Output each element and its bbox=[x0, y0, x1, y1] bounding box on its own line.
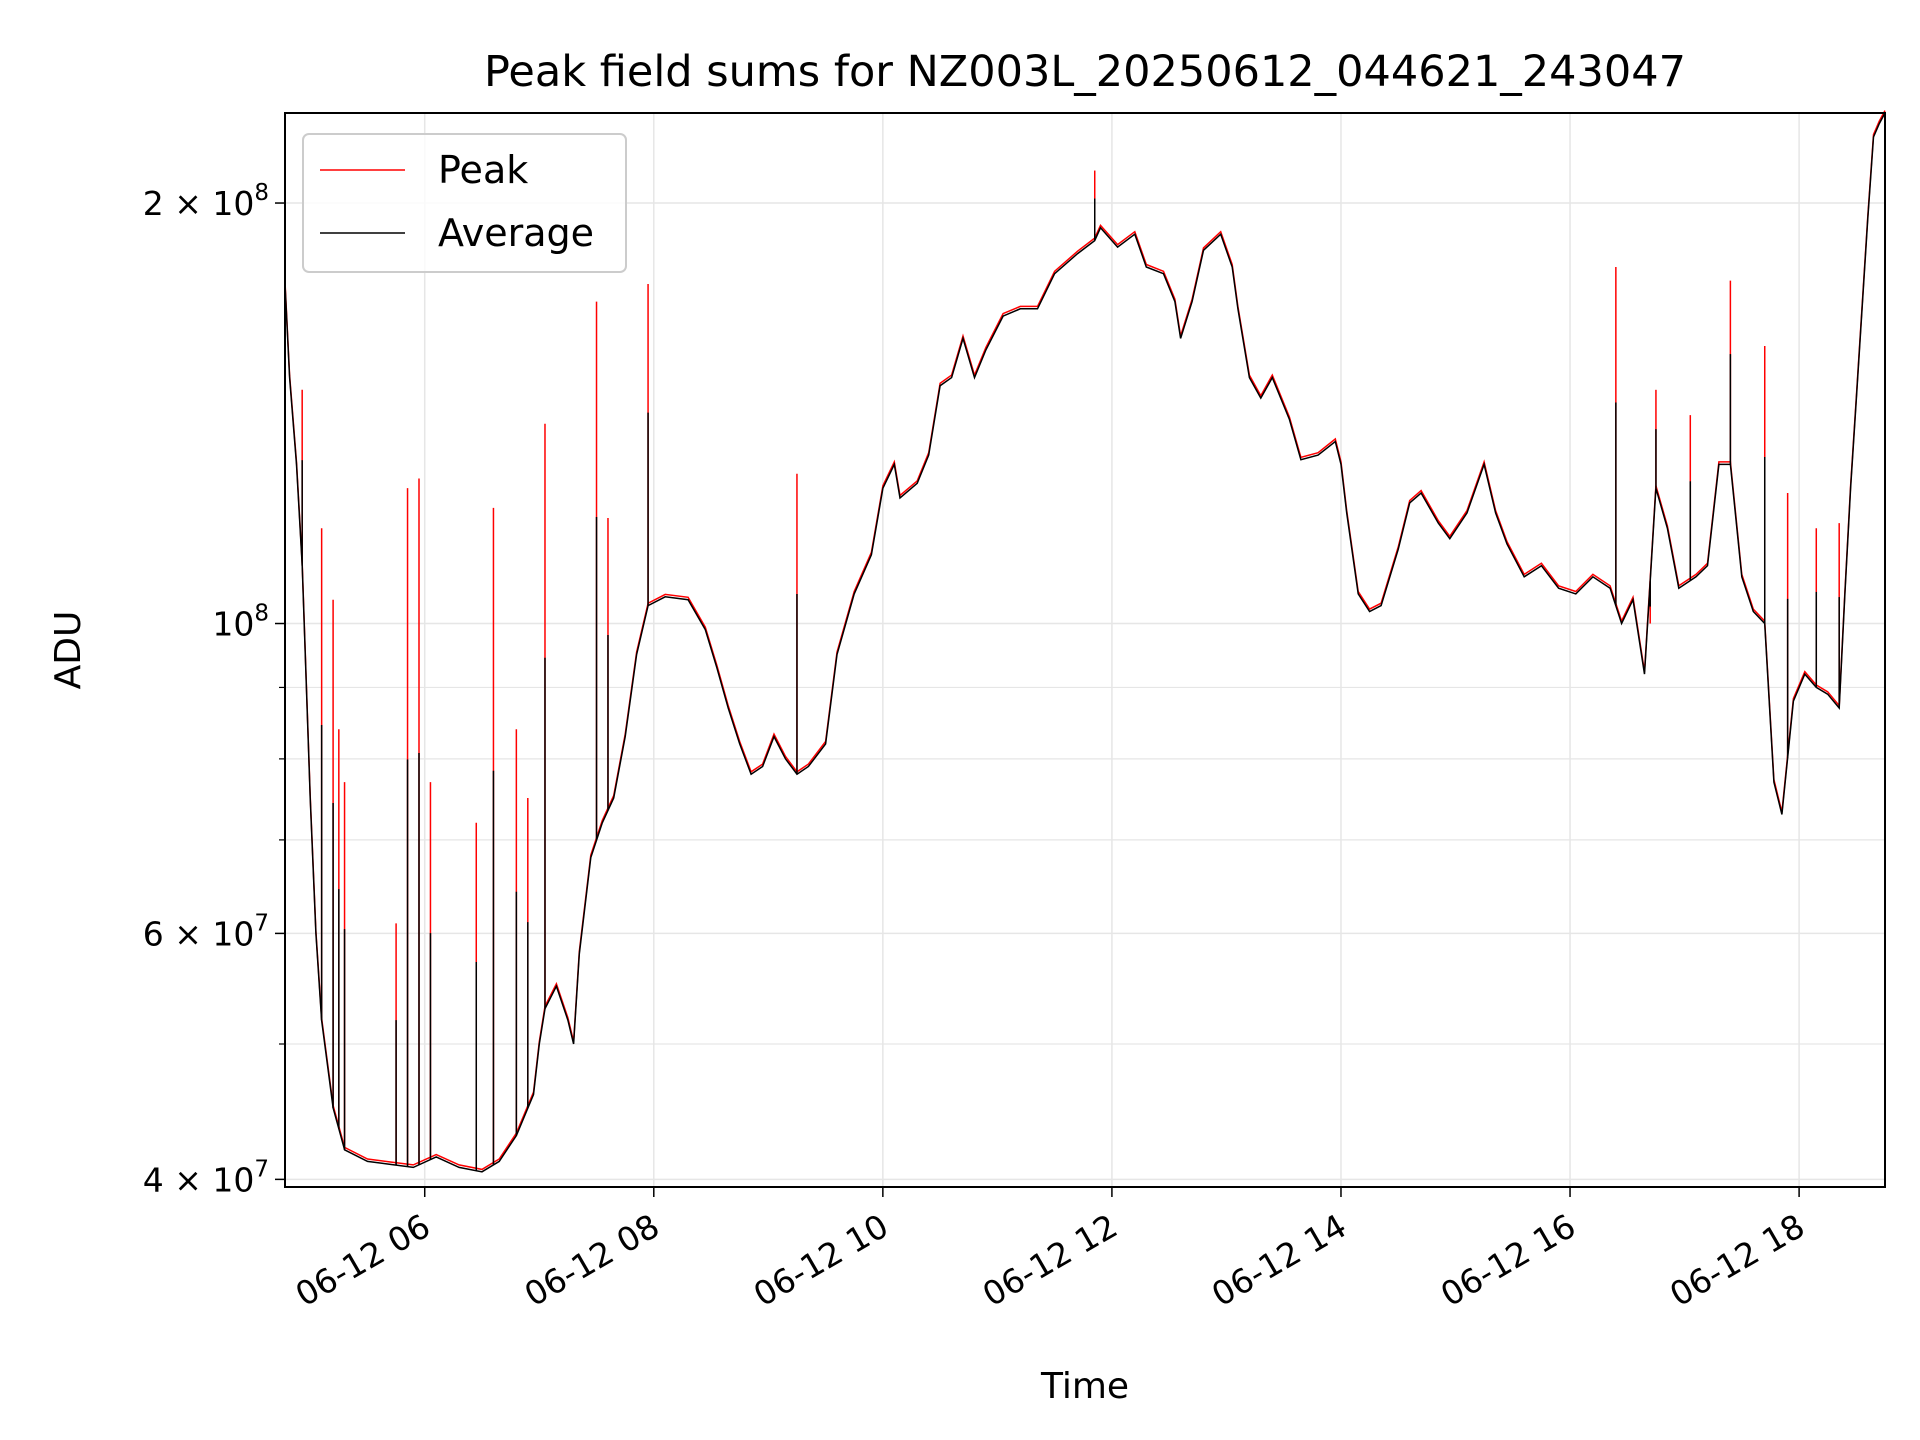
y-tick-label: 6 × 107 bbox=[143, 910, 269, 953]
legend-box bbox=[302, 133, 627, 273]
y-tick-exponent: 7 bbox=[254, 910, 269, 936]
average-line bbox=[284, 112, 1886, 1173]
y-axis-label: ADU bbox=[48, 611, 89, 690]
plot-area bbox=[284, 110, 1886, 1173]
legend: Peak Average bbox=[302, 133, 627, 273]
y-tick-label: 2 × 108 bbox=[143, 180, 269, 223]
series-average bbox=[284, 112, 1886, 1173]
y-tick-base: 10 bbox=[212, 605, 254, 644]
y-tick-exponent: 8 bbox=[254, 180, 269, 206]
plot-frame bbox=[284, 112, 1886, 1188]
legend-label-peak: Peak bbox=[438, 148, 528, 192]
y-tick-base: 6 × 10 bbox=[143, 914, 255, 953]
x-axis-label: Time bbox=[1040, 1366, 1129, 1407]
y-tick-label: 108 bbox=[212, 601, 269, 644]
chart-title: Peak field sums for NZ003L_20250612_0446… bbox=[484, 47, 1686, 97]
y-tick-base: 4 × 10 bbox=[143, 1160, 255, 1199]
y-tick-base: 2 × 10 bbox=[143, 184, 255, 223]
y-tick-label: 4 × 107 bbox=[143, 1156, 269, 1199]
legend-label-average: Average bbox=[438, 211, 594, 255]
y-tick-exponent: 7 bbox=[254, 1156, 269, 1182]
y-tick-exponent: 8 bbox=[254, 601, 269, 627]
